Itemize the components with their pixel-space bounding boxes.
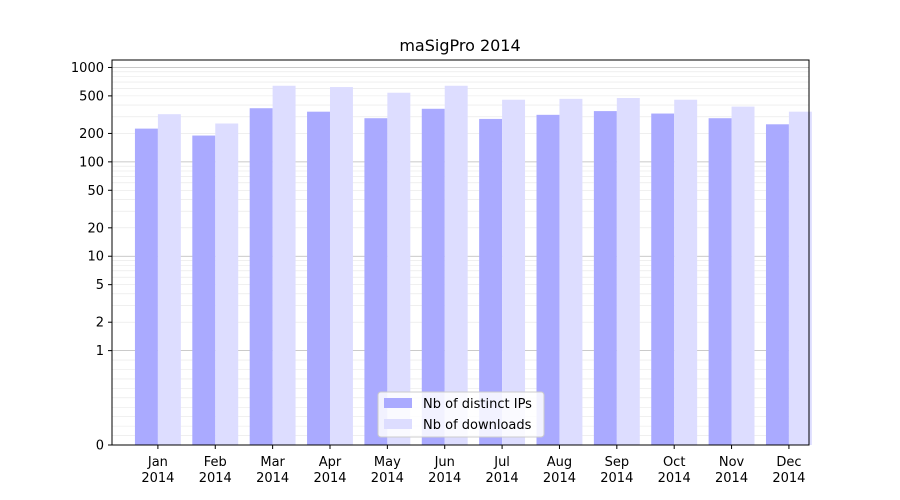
bar-distinct-ips	[421, 108, 445, 446]
plot-frame	[111, 59, 810, 446]
y-tick-label: 50	[87, 184, 104, 199]
x-tick-label: 2014	[600, 471, 633, 486]
y-axis-ticks: 0 1 2 5 10 20 50 100 200 500 1000	[71, 61, 112, 454]
legend-swatch-distinct-ips	[384, 398, 412, 408]
y-tick-label: 10	[87, 250, 104, 265]
x-tick-label: Oct	[663, 455, 685, 470]
legend-box	[377, 391, 545, 438]
x-tick-label: Mar	[260, 455, 285, 470]
bar-downloads	[272, 85, 296, 445]
x-axis-ticks: Jan2014Feb2014Mar2014Apr2014May2014Jun20…	[141, 445, 805, 486]
bar-distinct-ips	[307, 111, 330, 446]
y-tick-label: 1000	[71, 61, 104, 76]
x-tick-label: Dec	[776, 455, 801, 470]
x-tick-label: 2014	[256, 471, 289, 486]
legend-label-distinct-ips: Nb of distinct IPs	[423, 397, 532, 412]
x-tick-label: Nov	[719, 455, 745, 470]
y-tick-label: 2	[96, 316, 104, 331]
bar-downloads	[215, 123, 239, 446]
bar-downloads	[788, 111, 812, 446]
y-tick-label: 500	[79, 89, 104, 104]
y-tick-label: 100	[79, 155, 104, 170]
x-tick-label: Feb	[204, 455, 227, 470]
y-tick-label: 20	[87, 221, 104, 236]
x-tick-label: Apr	[319, 455, 342, 470]
axes	[111, 59, 810, 446]
x-tick-label: Jun	[434, 455, 455, 470]
y-tick-label: 1	[96, 344, 104, 359]
bar-downloads	[674, 99, 698, 445]
legend: Nb of distinct IPs Nb of downloads	[377, 391, 545, 438]
x-tick-label: 2014	[772, 471, 805, 486]
bar-downloads	[731, 106, 755, 445]
x-tick-label: Jan	[147, 455, 168, 470]
bar-downloads	[502, 99, 526, 445]
bar-downloads	[616, 97, 640, 446]
bar-distinct-ips	[593, 111, 617, 446]
x-tick-label: Aug	[547, 455, 572, 470]
x-tick-label: 2014	[715, 471, 748, 486]
x-tick-label: 2014	[141, 471, 174, 486]
x-tick-label: Sep	[605, 455, 630, 470]
bar-distinct-ips	[364, 118, 388, 445]
x-tick-label: 2014	[543, 471, 576, 486]
bar-downloads	[157, 114, 181, 445]
x-tick-label: Jul	[493, 455, 510, 470]
bar-distinct-ips	[479, 118, 503, 446]
x-tick-label: 2014	[658, 471, 691, 486]
x-tick-label: 2014	[486, 471, 519, 486]
bar-distinct-ips	[134, 128, 158, 446]
legend-label-downloads: Nb of downloads	[423, 418, 532, 433]
chart-title: maSigPro 2014	[399, 36, 520, 55]
x-tick-label: May	[374, 455, 401, 470]
x-tick-label: 2014	[199, 471, 232, 486]
x-tick-label: 2014	[313, 471, 346, 486]
x-tick-label: 2014	[371, 471, 404, 486]
bar-distinct-ips	[192, 135, 216, 445]
bar-downloads	[329, 87, 353, 445]
bars	[134, 85, 812, 446]
bar-distinct-ips	[249, 108, 273, 445]
y-tick-label: 0	[96, 439, 104, 454]
y-tick-label: 200	[79, 127, 104, 142]
bar-distinct-ips	[765, 124, 789, 446]
bar-distinct-ips	[536, 114, 560, 446]
bar-downloads	[387, 92, 411, 446]
y-tick-label: 5	[96, 278, 104, 293]
bar-downloads	[559, 98, 583, 445]
legend-swatch-downloads	[384, 419, 412, 429]
bar-downloads	[444, 85, 468, 445]
bar-distinct-ips	[708, 118, 732, 445]
bar-distinct-ips	[651, 113, 675, 445]
x-tick-label: 2014	[428, 471, 461, 486]
